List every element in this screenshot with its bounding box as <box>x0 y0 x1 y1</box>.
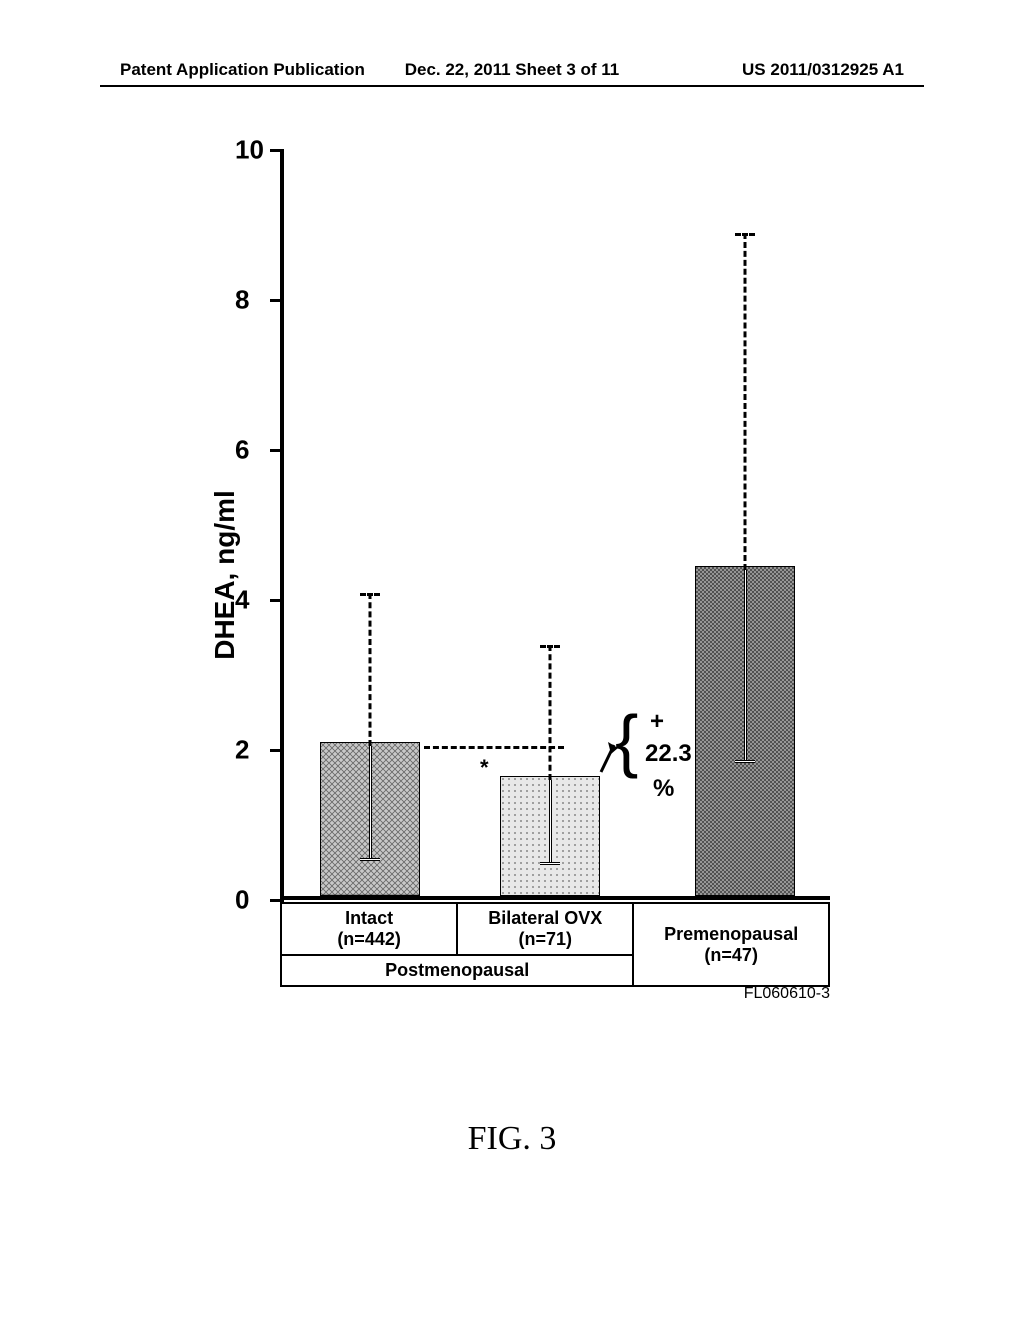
x-label-2-line2: (n=47) <box>704 945 758 965</box>
x-axis-line <box>280 896 830 900</box>
x-label-cell-0: Intact (n=442) <box>281 903 457 955</box>
header-center-text: Dec. 22, 2011 Sheet 3 of 11 <box>381 60 642 80</box>
error-cap-upper <box>735 233 755 236</box>
y-tick <box>270 749 284 752</box>
annotation-line3: % <box>653 775 674 803</box>
error-bar-upper <box>744 233 747 571</box>
x-label-1-line1: Bilateral OVX <box>488 908 602 928</box>
y-tick-label: 8 <box>235 285 249 316</box>
plot-area: 0246810 * { + 22.3 % <box>280 150 830 900</box>
y-tick-label: 4 <box>235 585 249 616</box>
error-bar-lower <box>369 746 372 859</box>
annotation-line1: + <box>650 708 664 736</box>
x-label-2-line1: Premenopausal <box>664 924 798 944</box>
comparison-dash-line <box>424 746 564 749</box>
error-bar-upper <box>549 645 552 780</box>
error-cap-lower <box>360 858 380 861</box>
x-group-label: Postmenopausal <box>281 955 633 986</box>
figure-label: FIG. 3 <box>0 1120 1024 1158</box>
x-label-1-line2: (n=71) <box>519 929 573 949</box>
error-cap-lower <box>735 760 755 763</box>
bar-chart: DHEA, ng/ml 0246810 * { + 22.3 % Intact … <box>200 150 830 1000</box>
error-bar-lower <box>744 570 747 761</box>
error-bar-lower <box>549 780 552 863</box>
error-cap-lower <box>540 862 560 865</box>
y-axis-label: DHEA, ng/ml <box>209 490 241 660</box>
y-tick <box>270 599 284 602</box>
x-label-cell-2: Premenopausal (n=47) <box>633 903 829 986</box>
x-label-0-line2: (n=442) <box>337 929 401 949</box>
annotation-brace: { <box>615 705 638 775</box>
y-tick-label: 2 <box>235 735 249 766</box>
header-right-text: US 2011/0312925 A1 <box>643 60 904 80</box>
y-tick <box>270 449 284 452</box>
y-tick-label: 10 <box>235 135 264 166</box>
y-tick-label: 0 <box>235 885 249 916</box>
header-divider <box>100 85 924 87</box>
error-bar-upper <box>369 593 372 747</box>
x-label-cell-1: Bilateral OVX (n=71) <box>457 903 633 955</box>
header-left-text: Patent Application Publication <box>120 60 381 80</box>
y-tick <box>270 149 284 152</box>
y-tick <box>270 299 284 302</box>
footer-code: FL060610-3 <box>744 985 830 1003</box>
annotation-line2: 22.3 <box>645 740 692 768</box>
x-label-0-line1: Intact <box>345 908 393 928</box>
y-tick-label: 6 <box>235 435 249 466</box>
page-header: Patent Application Publication Dec. 22, … <box>0 60 1024 80</box>
error-cap-upper <box>360 593 380 596</box>
significance-star: * <box>480 755 489 781</box>
annotation-arrow-icon <box>598 740 618 775</box>
error-cap-upper <box>540 645 560 648</box>
y-axis-line <box>280 150 284 900</box>
x-axis-label-table: Intact (n=442) Bilateral OVX (n=71) Prem… <box>280 902 830 987</box>
